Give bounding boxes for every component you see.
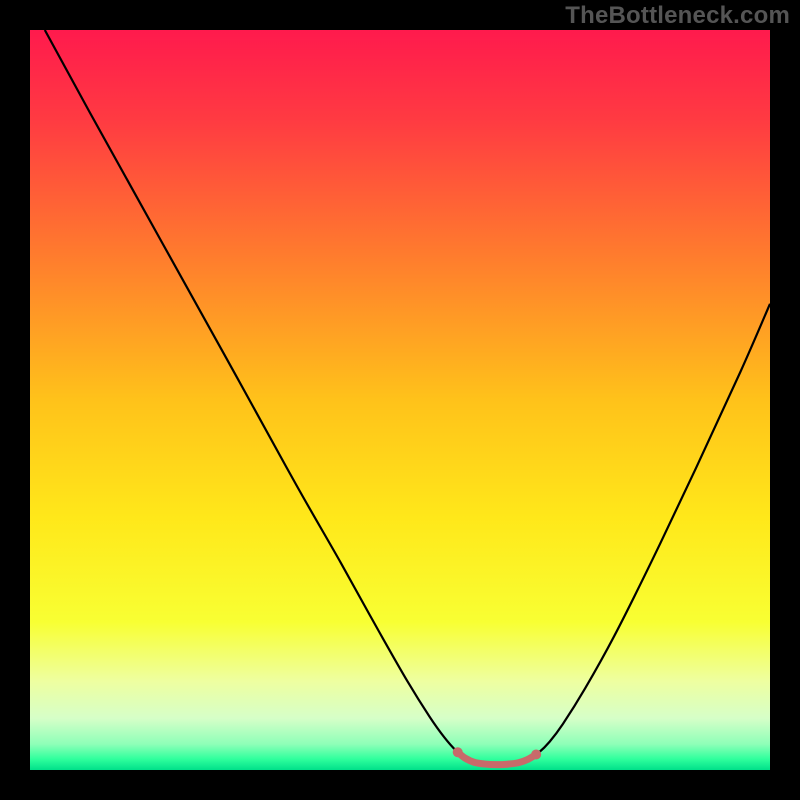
marker-end-left [453, 747, 463, 757]
watermark-text: TheBottleneck.com [565, 2, 790, 30]
marker-end-right [531, 749, 541, 759]
plot-svg [30, 30, 770, 770]
plot-area [30, 30, 770, 770]
gradient-background [30, 30, 770, 770]
chart-stage: TheBottleneck.com [0, 0, 800, 800]
